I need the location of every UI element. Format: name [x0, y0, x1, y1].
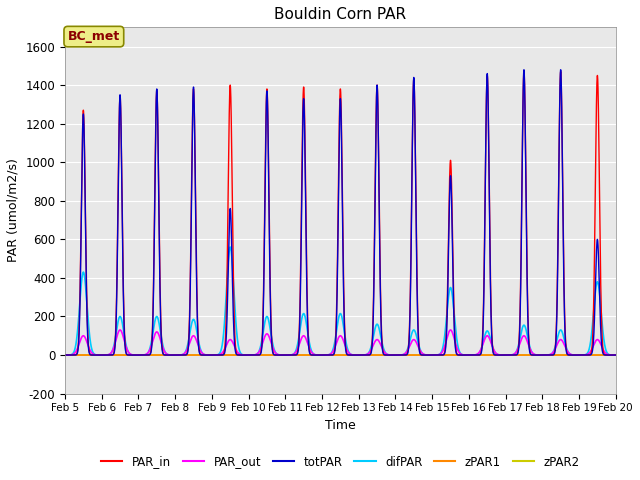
Title: Bouldin Corn PAR: Bouldin Corn PAR	[275, 7, 406, 22]
X-axis label: Time: Time	[325, 419, 356, 432]
Legend: PAR_in, PAR_out, totPAR, difPAR, zPAR1, zPAR2: PAR_in, PAR_out, totPAR, difPAR, zPAR1, …	[97, 451, 584, 473]
Y-axis label: PAR (umol/m2/s): PAR (umol/m2/s)	[7, 158, 20, 263]
Text: BC_met: BC_met	[68, 30, 120, 43]
